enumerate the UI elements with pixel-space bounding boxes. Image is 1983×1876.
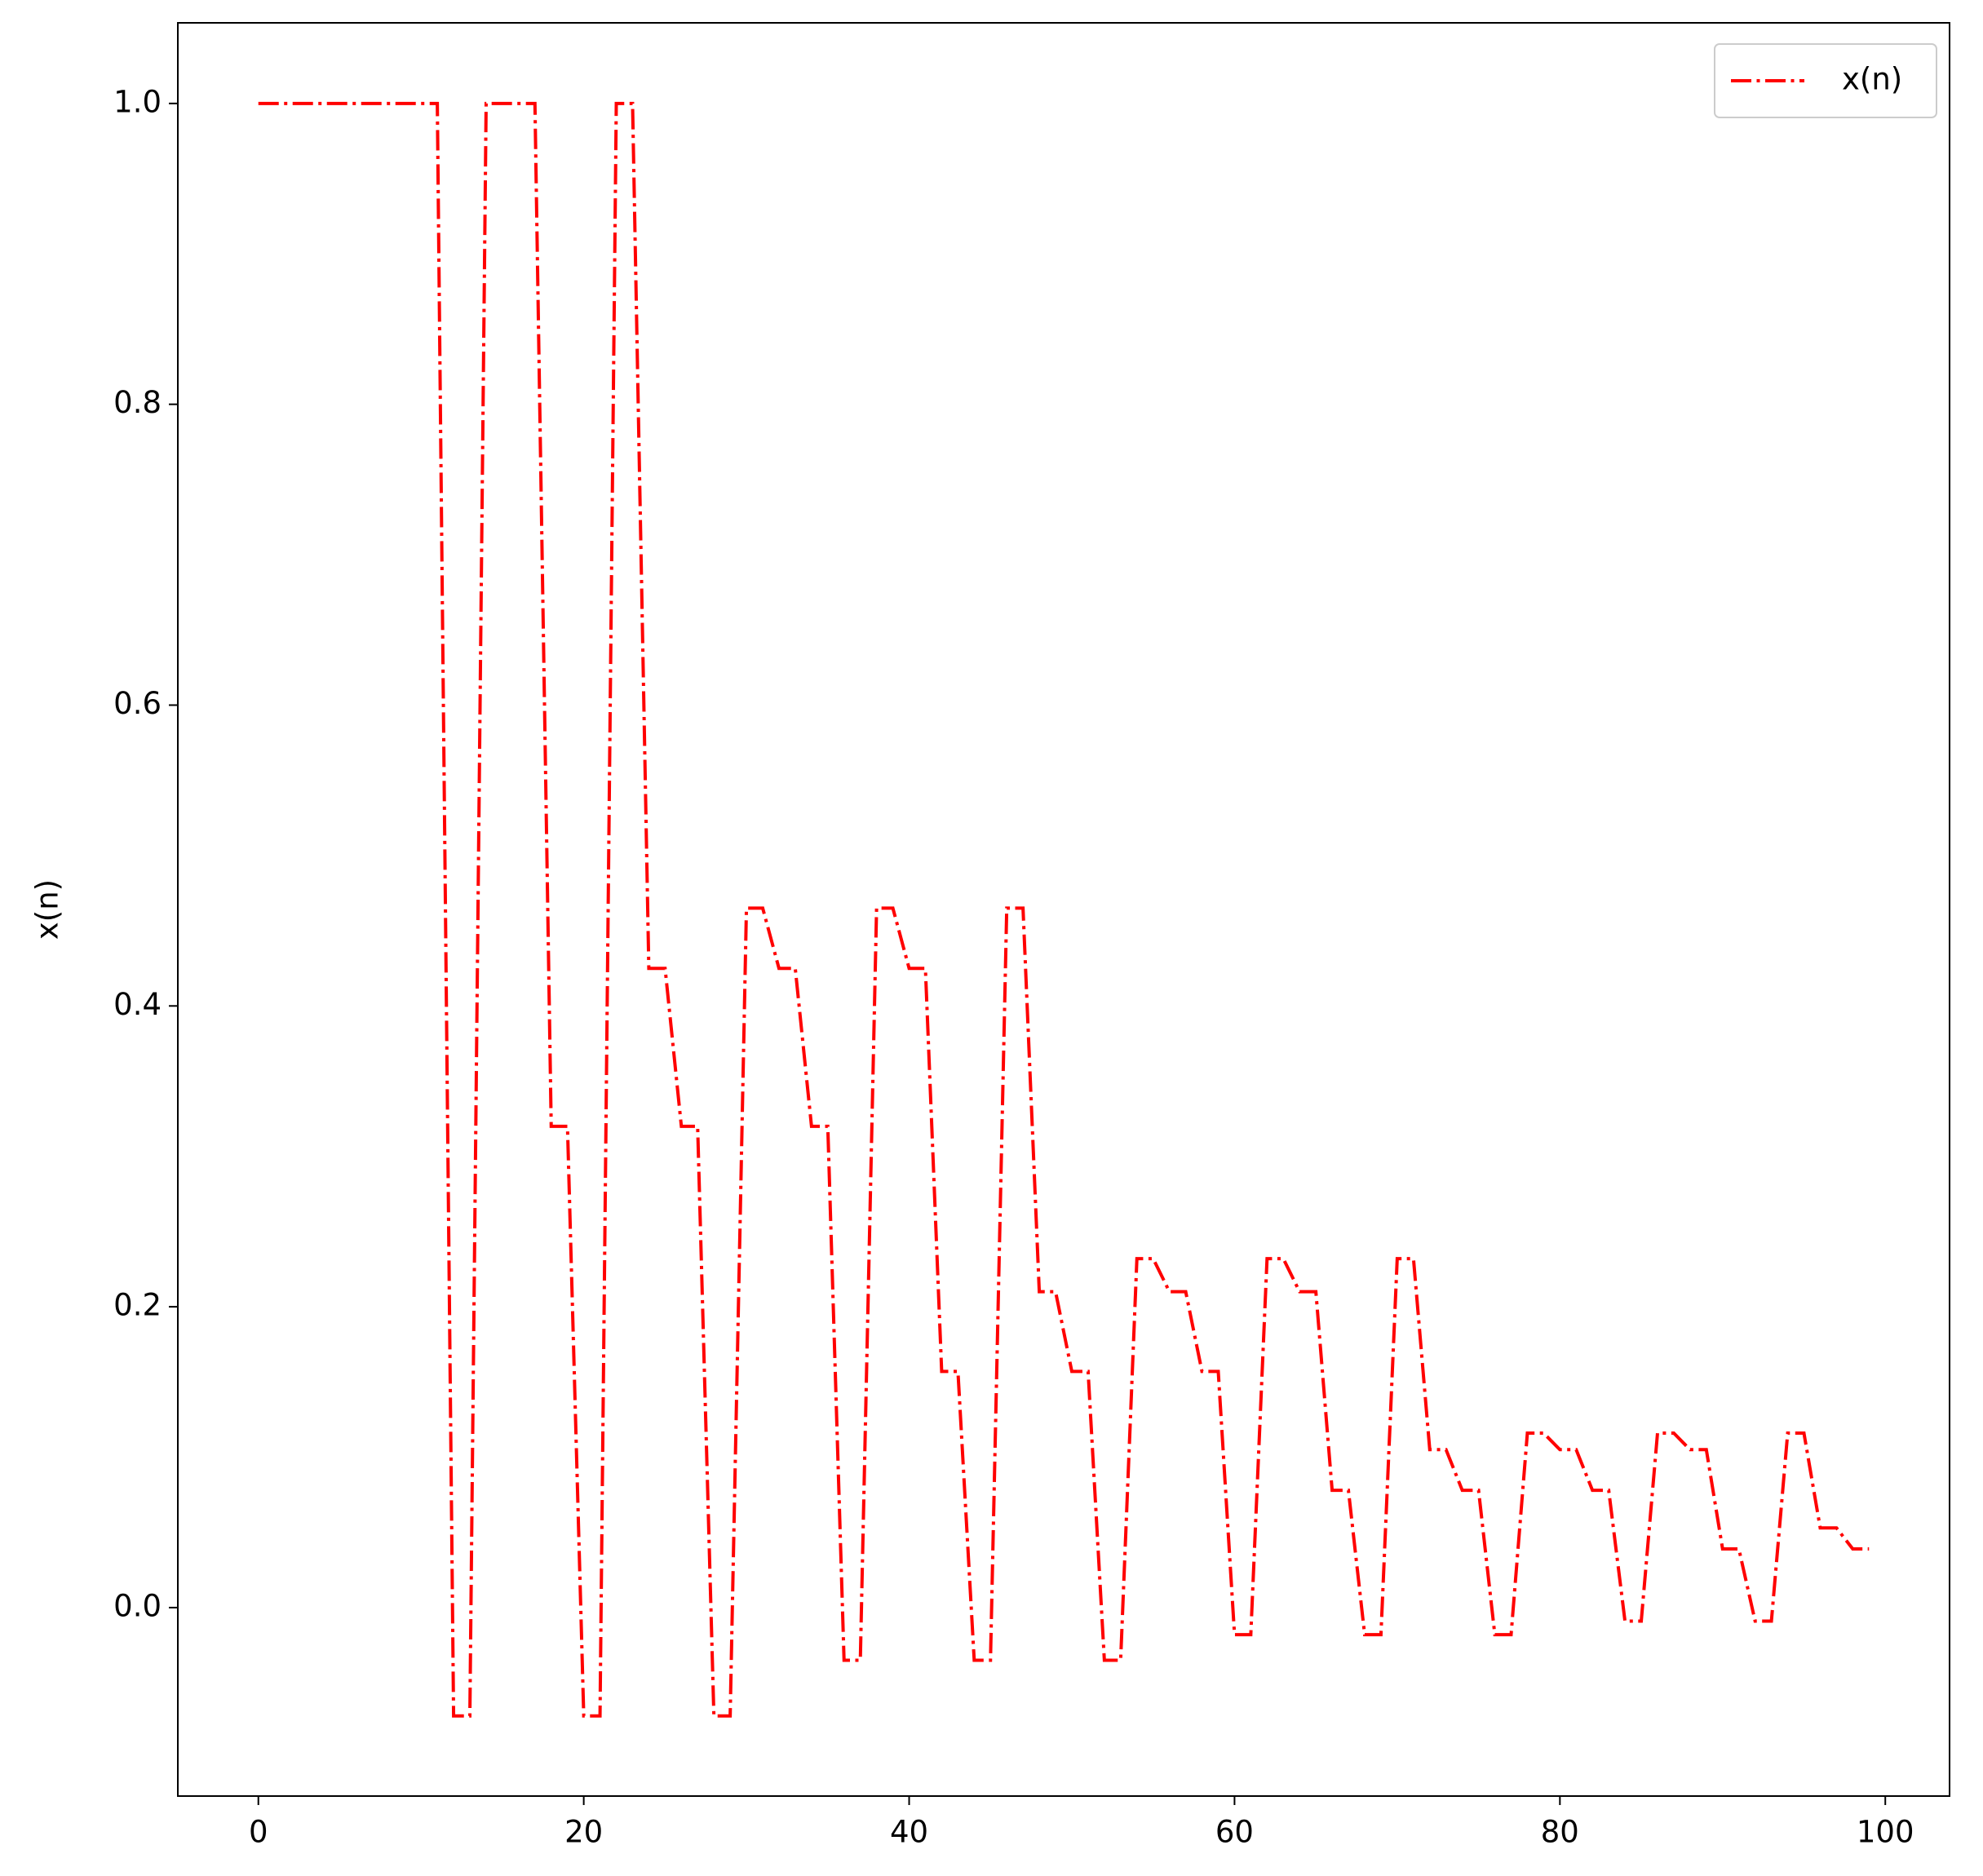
y-tick-label: 0.2 — [113, 1288, 162, 1323]
y-tick-label: 0.8 — [113, 385, 162, 420]
x-tick-label: 20 — [564, 1815, 603, 1850]
y-tick-label: 1.0 — [113, 84, 162, 119]
y-tick-label: 0.4 — [113, 987, 162, 1022]
y-tick-label: 0.6 — [113, 686, 162, 721]
x-tick-label: 60 — [1215, 1815, 1254, 1850]
y-axis-label: x(n) — [30, 879, 65, 940]
x-tick-label: 0 — [249, 1815, 268, 1850]
x-tick-label: 100 — [1857, 1815, 1914, 1850]
x-tick-label: 80 — [1541, 1815, 1579, 1850]
x-tick-label: 40 — [890, 1815, 928, 1850]
legend-label: x(n) — [1842, 62, 1902, 97]
legend-box — [1714, 43, 1937, 118]
plot-frame — [177, 22, 1950, 1797]
y-tick-label: 0.0 — [113, 1588, 162, 1623]
data-line — [258, 101, 1870, 1718]
